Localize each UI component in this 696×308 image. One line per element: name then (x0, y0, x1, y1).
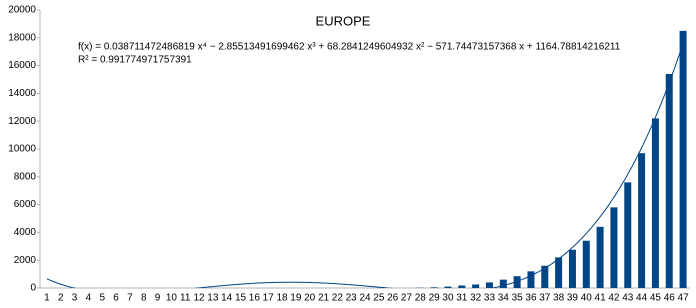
bar (651, 118, 659, 288)
x-tick-label: 30 (442, 293, 454, 304)
bar (624, 182, 632, 288)
bar (444, 286, 452, 288)
y-tick-label: 16000 (8, 60, 36, 71)
y-tick-label: 4000 (14, 227, 37, 238)
bar (458, 285, 466, 288)
bar (430, 287, 438, 288)
x-tick-label: 31 (456, 293, 468, 304)
bar (527, 271, 535, 288)
chart-title: EUROPE (316, 13, 371, 28)
y-tick-label: 0 (30, 283, 36, 294)
bar (679, 30, 687, 288)
x-tick-label: 27 (401, 293, 413, 304)
x-tick-label: 5 (99, 293, 105, 304)
bar (638, 153, 646, 288)
y-tick-label: 8000 (14, 171, 37, 182)
bar (499, 279, 507, 288)
x-tick-label: 8 (141, 293, 147, 304)
y-tick-label: 6000 (14, 199, 37, 210)
x-tick-label: 3 (72, 293, 78, 304)
trendline-equation: f(x) = 0.038711472486819 x⁴ − 2.85513491… (78, 42, 621, 53)
x-tick-label: 2 (58, 293, 64, 304)
bar (582, 240, 590, 288)
x-tick-label: 6 (113, 293, 119, 304)
bar (485, 282, 493, 288)
x-tick-label: 11 (180, 293, 191, 304)
bar (541, 265, 549, 288)
y-tick-label: 18000 (8, 32, 36, 43)
x-tick-label: 33 (484, 293, 496, 304)
x-tick-label: 45 (650, 293, 662, 304)
trendline (46, 43, 684, 288)
x-tick-label: 1 (44, 293, 50, 304)
x-tick-label: 21 (318, 293, 330, 304)
y-tick-label: 10000 (8, 144, 36, 155)
x-tick-label: 38 (553, 293, 565, 304)
x-tick-label: 32 (470, 293, 482, 304)
x-tick-label: 7 (127, 293, 133, 304)
x-tick-label: 34 (498, 293, 510, 304)
x-tick-label: 24 (359, 293, 371, 304)
x-tick-label: 42 (608, 293, 620, 304)
x-tick-label: 17 (263, 293, 275, 304)
x-tick-label: 18 (276, 293, 288, 304)
x-tick-label: 22 (332, 293, 344, 304)
bar (513, 276, 521, 288)
x-tick-label: 29 (429, 293, 441, 304)
bar (610, 207, 618, 288)
y-tick-label: 12000 (8, 116, 36, 127)
x-tick-label: 19 (290, 293, 302, 304)
r-squared: R² = 0.991774971757391 (78, 55, 192, 66)
x-tick-label: 43 (622, 293, 634, 304)
x-tick-label: 28 (415, 293, 427, 304)
x-tick-label: 12 (193, 293, 205, 304)
x-tick-label: 25 (373, 293, 385, 304)
x-tick-label: 47 (678, 293, 690, 304)
x-tick-label: 40 (581, 293, 593, 304)
x-tick-label: 36 (525, 293, 537, 304)
bar (568, 249, 576, 288)
x-tick-label: 39 (567, 293, 579, 304)
x-tick-label: 23 (346, 293, 358, 304)
y-tick-label: 20000 (8, 5, 36, 16)
x-tick-label: 16 (249, 293, 261, 304)
y-tick-label: 2000 (14, 255, 37, 266)
x-tick-label: 20 (304, 293, 316, 304)
x-tick-label: 10 (166, 293, 178, 304)
x-tick-label: 41 (595, 293, 607, 304)
x-tick-label: 13 (207, 293, 219, 304)
x-tick-label: 26 (387, 293, 399, 304)
x-tick-label: 44 (636, 293, 648, 304)
x-tick-label: 9 (155, 293, 161, 304)
y-tick-label: 14000 (8, 88, 36, 99)
x-tick-label: 46 (664, 293, 676, 304)
x-tick-label: 35 (512, 293, 524, 304)
bar (596, 226, 604, 288)
x-tick-label: 15 (235, 293, 247, 304)
bar (555, 257, 563, 288)
bar (665, 73, 673, 288)
x-tick-label: 4 (86, 293, 92, 304)
bar (472, 284, 480, 288)
x-tick-label: 37 (539, 293, 551, 304)
x-tick-label: 14 (221, 293, 233, 304)
